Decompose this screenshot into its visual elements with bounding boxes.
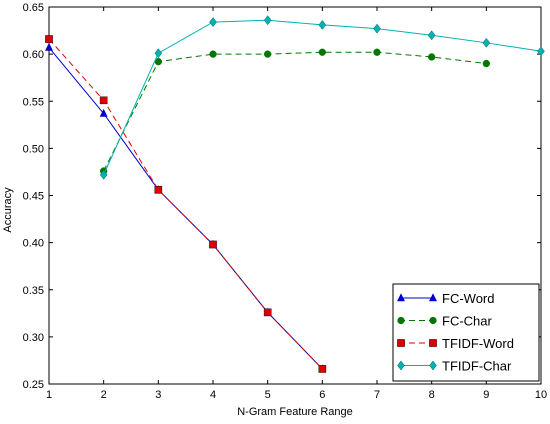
data-point	[263, 308, 272, 317]
x-tick-label: 4	[210, 389, 216, 401]
data-point	[99, 108, 108, 117]
data-point	[154, 186, 163, 194]
data-point	[482, 37, 491, 48]
x-tick-label: 1	[46, 389, 52, 401]
legend-marker	[396, 293, 406, 302]
legend-item: TFIDF-Word	[397, 336, 514, 351]
data-point	[264, 50, 272, 58]
series-fc-word	[44, 42, 327, 373]
series-tfidf-char	[99, 15, 545, 180]
legend-item: FC-Word	[396, 291, 494, 306]
legend-marker	[428, 293, 438, 302]
series-line	[103, 51, 487, 172]
data-point	[318, 365, 327, 373]
series-fc-char	[100, 48, 490, 175]
legend-label: TFIDF-Word	[442, 336, 514, 351]
series-layer	[44, 15, 545, 373]
x-tick-label: 7	[374, 389, 380, 401]
data-point	[537, 46, 545, 57]
data-point	[99, 169, 108, 180]
y-tick-label: 0.25	[23, 379, 44, 391]
legend-marker	[429, 339, 437, 347]
data-point	[263, 15, 272, 26]
x-tick-label: 2	[101, 389, 107, 401]
legend-label: FC-Char	[442, 314, 493, 329]
legend-marker	[397, 360, 405, 371]
x-axis-label: N-Gram Feature Range	[237, 406, 353, 418]
x-tick-label: 6	[319, 389, 325, 401]
y-tick-label: 0.60	[23, 49, 44, 61]
legend-label: TFIDF-Char	[442, 359, 512, 374]
legend-item: FC-Char	[397, 314, 493, 329]
data-point	[318, 20, 327, 30]
y-tick-label: 0.40	[23, 238, 44, 250]
x-tick-label: 8	[429, 389, 435, 401]
x-tick-label: 3	[155, 389, 161, 401]
y-axis: 0.25 0.30 0.35 0.40 0.45 0.50 0.55 0.60 0.65	[23, 2, 541, 391]
x-tick-label: 9	[483, 389, 489, 401]
series-tfidf-word	[45, 35, 327, 373]
legend-marker	[397, 316, 405, 325]
series-line	[103, 19, 542, 175]
data-point	[209, 17, 217, 27]
y-tick-label: 0.50	[23, 143, 44, 155]
x-tick-label: 5	[265, 389, 271, 401]
legend-box	[392, 283, 540, 382]
data-point	[373, 23, 381, 34]
legend: FC-Word FC-Char TFIDF-Word TFIDF-Char	[392, 283, 540, 382]
y-tick-label: 0.55	[23, 96, 44, 108]
legend-marker	[429, 360, 437, 371]
data-point	[482, 59, 490, 68]
data-point	[44, 42, 54, 51]
legend-marker	[429, 316, 437, 325]
data-point	[45, 35, 53, 43]
data-point	[209, 240, 217, 249]
y-tick-label: 0.30	[23, 332, 44, 344]
legend-label: FC-Word	[442, 291, 494, 306]
x-axis: 1 2 3 4 5 6 7 8 9 10	[46, 7, 547, 401]
data-point	[318, 48, 326, 56]
data-point	[154, 48, 163, 59]
y-tick-label: 0.45	[23, 191, 44, 203]
data-point	[428, 53, 436, 61]
legend-item: TFIDF-Char	[397, 359, 512, 374]
data-point	[209, 50, 217, 58]
x-tick-label: 10	[535, 389, 547, 401]
y-tick-label: 0.35	[23, 285, 44, 297]
data-point	[427, 30, 436, 41]
legend-marker	[397, 339, 405, 347]
y-axis-label: Accuracy	[2, 187, 14, 233]
series-line	[48, 38, 323, 370]
data-point	[373, 48, 381, 56]
data-point	[99, 96, 108, 105]
series-line	[48, 47, 323, 370]
y-tick-label: 0.65	[23, 2, 44, 14]
